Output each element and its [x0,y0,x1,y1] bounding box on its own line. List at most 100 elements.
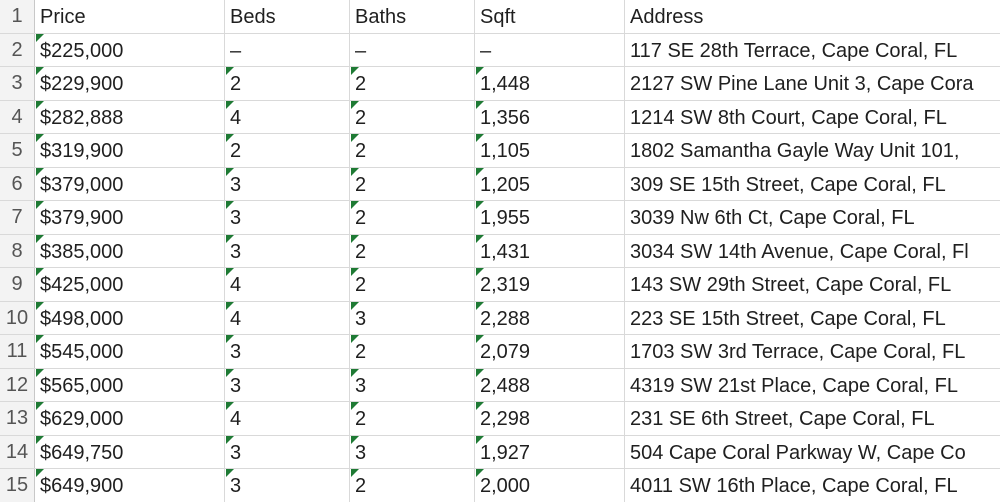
cell-baths[interactable]: 2 [350,67,475,100]
number-stored-as-text-indicator-icon[interactable] [351,201,359,209]
cell-beds[interactable]: 3 [225,368,350,401]
cell-baths[interactable]: 2 [350,100,475,133]
number-stored-as-text-indicator-icon[interactable] [476,268,484,276]
number-stored-as-text-indicator-icon[interactable] [351,301,359,310]
number-stored-as-text-indicator-icon[interactable] [226,268,234,276]
number-stored-as-text-indicator-icon[interactable] [36,335,44,343]
cell-beds[interactable]: 4 [225,268,350,301]
number-stored-as-text-indicator-icon[interactable] [36,134,44,142]
row-header[interactable]: 2 [0,33,35,66]
cell-sqft[interactable]: 1,105 [475,134,625,167]
cell-address[interactable]: 2127 SW Pine Lane Unit 3, Cape Cora [625,67,1000,100]
cell-beds[interactable]: 3 [225,234,350,267]
cell-beds[interactable]: 4 [225,402,350,435]
row-header[interactable]: 1 [0,0,35,33]
cell-sqft[interactable]: 2,319 [475,268,625,301]
cell-baths[interactable]: – [350,33,475,66]
number-stored-as-text-indicator-icon[interactable] [351,435,359,444]
row-header[interactable]: 3 [0,67,35,100]
number-stored-as-text-indicator-icon[interactable] [36,435,44,444]
header-baths[interactable]: Baths [350,0,475,33]
row-header[interactable]: 8 [0,234,35,267]
cell-address[interactable]: 1214 SW 8th Court, Cape Coral, FL [625,101,1000,134]
cell-price[interactable]: $565,000 [35,368,225,401]
row-header[interactable]: 4 [0,100,35,133]
cell-baths[interactable]: 2 [350,469,475,502]
number-stored-as-text-indicator-icon[interactable] [351,402,359,410]
cell-baths[interactable]: 2 [350,335,475,368]
number-stored-as-text-indicator-icon[interactable] [36,301,44,310]
cell-baths[interactable]: 2 [350,234,475,267]
number-stored-as-text-indicator-icon[interactable] [36,67,44,75]
row-header[interactable]: 13 [0,402,35,435]
row-header[interactable]: 6 [0,167,35,200]
number-stored-as-text-indicator-icon[interactable] [351,167,359,176]
number-stored-as-text-indicator-icon[interactable] [226,134,234,142]
number-stored-as-text-indicator-icon[interactable] [226,301,234,310]
header-address[interactable]: Address [630,6,704,28]
number-stored-as-text-indicator-icon[interactable] [36,402,44,410]
cell-price[interactable]: $629,000 [35,402,225,435]
cell-baths[interactable]: 2 [350,402,475,435]
number-stored-as-text-indicator-icon[interactable] [226,67,234,75]
number-stored-as-text-indicator-icon[interactable] [476,402,484,410]
number-stored-as-text-indicator-icon[interactable] [226,100,234,109]
number-stored-as-text-indicator-icon[interactable] [476,469,484,477]
cell-price[interactable]: $649,900 [35,469,225,502]
cell-baths[interactable]: 2 [350,268,475,301]
cell-address[interactable]: 1802 Samantha Gayle Way Unit 101, [625,134,1000,167]
cell-price[interactable]: $282,888 [35,100,225,133]
cell-beds[interactable]: 4 [225,100,350,133]
cell-sqft[interactable]: 2,000 [475,469,625,502]
number-stored-as-text-indicator-icon[interactable] [351,268,359,276]
number-stored-as-text-indicator-icon[interactable] [226,167,234,176]
number-stored-as-text-indicator-icon[interactable] [36,33,44,42]
number-stored-as-text-indicator-icon[interactable] [226,469,234,477]
cell-price[interactable]: $379,900 [35,201,225,234]
number-stored-as-text-indicator-icon[interactable] [476,368,484,377]
number-stored-as-text-indicator-icon[interactable] [226,201,234,209]
cell-price[interactable]: $319,900 [35,134,225,167]
cell-sqft[interactable]: 2,079 [475,335,625,368]
row-header[interactable]: 10 [0,301,35,334]
number-stored-as-text-indicator-icon[interactable] [226,335,234,343]
number-stored-as-text-indicator-icon[interactable] [36,167,44,176]
cell-price[interactable]: $229,900 [35,67,225,100]
number-stored-as-text-indicator-icon[interactable] [351,335,359,343]
number-stored-as-text-indicator-icon[interactable] [36,368,44,377]
cell-beds[interactable]: 3 [225,469,350,502]
number-stored-as-text-indicator-icon[interactable] [226,368,234,377]
cell-beds[interactable]: 3 [225,335,350,368]
cell-beds[interactable]: 4 [225,301,350,334]
number-stored-as-text-indicator-icon[interactable] [476,435,484,444]
cell-price[interactable]: $225,000 [35,33,225,66]
cell-baths[interactable]: 3 [350,368,475,401]
number-stored-as-text-indicator-icon[interactable] [476,67,484,75]
cell-price[interactable]: $425,000 [35,268,225,301]
number-stored-as-text-indicator-icon[interactable] [226,234,234,243]
number-stored-as-text-indicator-icon[interactable] [36,469,44,477]
number-stored-as-text-indicator-icon[interactable] [226,402,234,410]
cell-sqft[interactable]: 1,955 [475,201,625,234]
row-header[interactable]: 11 [0,335,35,368]
cell-beds[interactable]: 3 [225,167,350,200]
row-header[interactable]: 5 [0,134,35,167]
number-stored-as-text-indicator-icon[interactable] [351,234,359,243]
cell-baths[interactable]: 2 [350,167,475,200]
cell-address[interactable]: 231 SE 6th Street, Cape Coral, FL [625,402,1000,435]
number-stored-as-text-indicator-icon[interactable] [476,134,484,142]
number-stored-as-text-indicator-icon[interactable] [476,167,484,176]
cell-baths[interactable]: 2 [350,201,475,234]
row-header[interactable]: 15 [0,469,35,502]
cell-sqft[interactable]: 1,356 [475,100,625,133]
cell-price[interactable]: $385,000 [35,234,225,267]
cell-address[interactable]: 117 SE 28th Terrace, Cape Coral, FL [625,34,1000,67]
cell-sqft[interactable]: 2,298 [475,402,625,435]
header-price[interactable]: Price [35,0,225,33]
number-stored-as-text-indicator-icon[interactable] [476,301,484,310]
row-header[interactable]: 9 [0,268,35,301]
cell-sqft[interactable]: 1,205 [475,167,625,200]
cell-sqft[interactable]: 1,431 [475,234,625,267]
number-stored-as-text-indicator-icon[interactable] [36,201,44,209]
cell-address[interactable]: 4319 SW 21st Place, Cape Coral, FL [625,369,1000,402]
